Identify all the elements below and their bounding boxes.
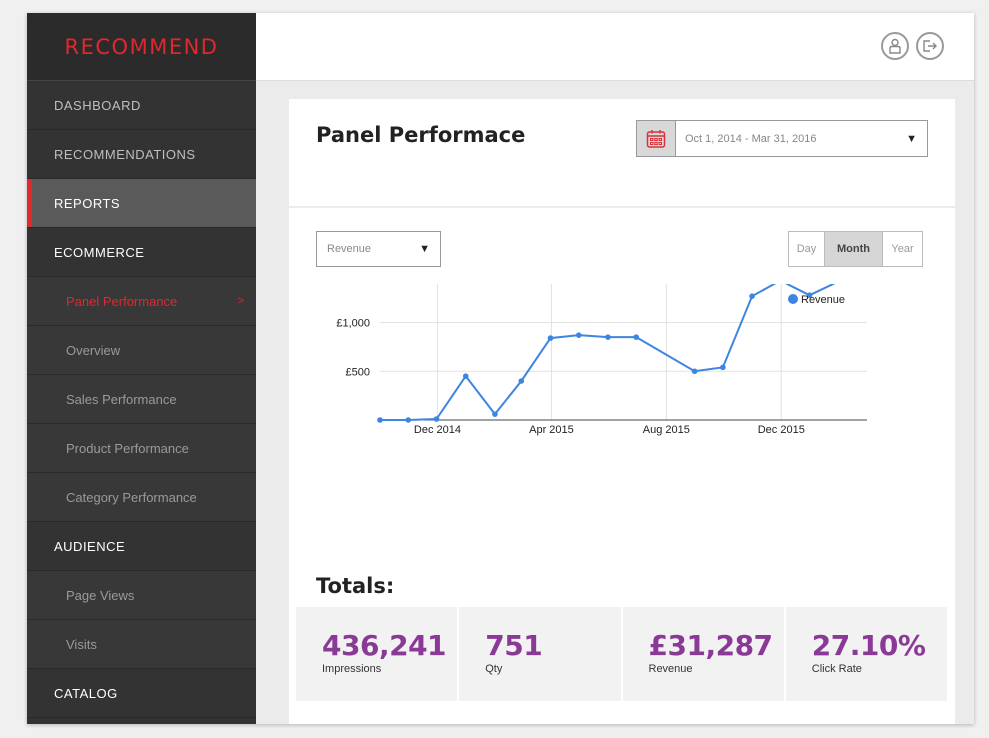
date-range-value: Oct 1, 2014 - Mar 31, 2016 <box>685 132 817 145</box>
totals-row: 436,241 Impressions 751 Qty £31,287 Reve… <box>296 607 947 701</box>
period-toggle: Day Month Year <box>788 231 923 267</box>
data-point <box>575 332 582 338</box>
total-label: Impressions <box>322 663 382 675</box>
sidebar-item-label: DASHBOARD <box>54 97 141 113</box>
top-bar <box>256 13 974 81</box>
panel-card: Panel Performace <box>289 99 955 724</box>
chevron-down-icon: ▼ <box>419 243 430 255</box>
sidebar-item-dashboard[interactable]: DASHBOARD <box>27 81 256 130</box>
sidebar-item-label: AUDIENCE <box>54 538 126 554</box>
sidebar-section-ecommerce[interactable]: ECOMMERCE <box>27 228 256 277</box>
sidebar-item-label: CATALOG <box>54 685 118 701</box>
data-point <box>405 417 412 423</box>
sidebar-item-label: Category Performance <box>66 489 197 505</box>
calendar-icon <box>646 129 666 148</box>
data-point <box>462 373 469 379</box>
data-point <box>518 378 525 384</box>
total-label: Click Rate <box>811 663 862 675</box>
chevron-down-icon: ▼ <box>906 132 917 145</box>
calendar-button[interactable] <box>637 121 676 156</box>
sidebar-item-product-performance[interactable]: Product Performance <box>27 424 256 473</box>
sidebar-item-label: Product Performance <box>66 440 189 456</box>
sidebar: RECOMMEND DASHBOARD RECOMMENDATIONS REPO… <box>27 13 256 724</box>
data-point <box>377 417 383 423</box>
metric-select-value: Revenue <box>327 243 372 255</box>
x-tick-label: Apr 2015 <box>529 424 574 436</box>
sidebar-item-label: Sales Performance <box>66 391 177 407</box>
total-label: Revenue <box>648 663 693 675</box>
total-revenue: £31,287 Revenue <box>622 607 784 701</box>
total-impressions: 436,241 Impressions <box>296 607 458 701</box>
legend-label: Revenue <box>801 294 845 306</box>
user-button[interactable] <box>881 32 909 60</box>
sidebar-item-overview[interactable]: Overview <box>27 326 256 375</box>
app-window: RECOMMEND DASHBOARD RECOMMENDATIONS REPO… <box>27 13 974 724</box>
x-tick-label: Dec 2014 <box>414 424 461 436</box>
date-range-picker[interactable]: Oct 1, 2014 - Mar 31, 2016 ▼ <box>636 120 928 157</box>
user-icon <box>889 38 901 54</box>
sidebar-item-label: Page Views <box>66 587 135 603</box>
metric-select[interactable]: Revenue ▼ <box>316 231 441 267</box>
x-tick-label: Dec 2015 <box>758 424 805 436</box>
series-line-revenue <box>380 284 836 421</box>
total-click-rate: 27.10% Click Rate <box>785 607 947 701</box>
data-point <box>720 364 726 371</box>
total-value: 27.10% <box>811 629 926 662</box>
sidebar-item-label: Visits <box>66 636 97 652</box>
sidebar-item-page-views[interactable]: Page Views <box>27 571 256 620</box>
totals-title: Totals: <box>316 574 395 598</box>
period-day-button[interactable]: Day <box>789 232 825 266</box>
data-point <box>691 368 698 375</box>
sidebar-item-visits[interactable]: Visits <box>27 620 256 669</box>
brand-logo[interactable]: RECOMMEND <box>27 13 256 81</box>
data-point <box>492 411 498 417</box>
sidebar-item-label: Panel Performance <box>66 293 178 309</box>
data-point <box>749 293 755 299</box>
x-tick-label: Aug 2015 <box>643 424 690 436</box>
page-title: Panel Performace <box>316 123 526 147</box>
data-point <box>633 334 640 340</box>
logout-button[interactable] <box>916 32 944 60</box>
total-value: £31,287 <box>648 629 774 662</box>
y-tick-label: £500 <box>346 366 370 378</box>
sidebar-section-audience[interactable]: AUDIENCE <box>27 522 256 571</box>
period-month-button[interactable]: Month <box>825 232 883 266</box>
data-point <box>433 416 440 422</box>
sidebar-item-reports[interactable]: REPORTS <box>27 179 256 228</box>
total-label: Qty <box>485 663 503 675</box>
data-point <box>547 335 554 341</box>
sidebar-item-label: REPORTS <box>54 195 121 211</box>
sidebar-item-label: RECOMMENDATIONS <box>54 146 196 162</box>
period-year-button[interactable]: Year <box>891 243 914 255</box>
sidebar-item-label: Overview <box>66 342 121 358</box>
total-value: 436,241 <box>322 629 447 662</box>
sidebar-item-recommendations[interactable]: RECOMMENDATIONS <box>27 130 256 179</box>
sidebar-section-catalog[interactable]: CATALOG <box>27 669 256 718</box>
data-point <box>806 292 813 298</box>
y-tick-label: £1,000 <box>336 318 370 330</box>
total-qty: 751 Qty <box>459 607 621 701</box>
sidebar-item-label: ECOMMERCE <box>54 244 145 260</box>
legend-marker <box>788 294 798 304</box>
divider <box>289 206 955 208</box>
total-value: 751 <box>485 629 543 662</box>
main-area: Panel Performace <box>256 13 974 724</box>
sidebar-item-panel-performance[interactable]: Panel Performance > <box>27 277 256 326</box>
brand-text: RECOMMEND <box>64 34 219 59</box>
logout-icon <box>923 40 937 52</box>
sidebar-item-sales-performance[interactable]: Sales Performance <box>27 375 256 424</box>
chevron-right-icon: > <box>237 295 244 307</box>
sidebar-item-category-performance[interactable]: Category Performance <box>27 473 256 522</box>
data-point <box>605 334 611 340</box>
